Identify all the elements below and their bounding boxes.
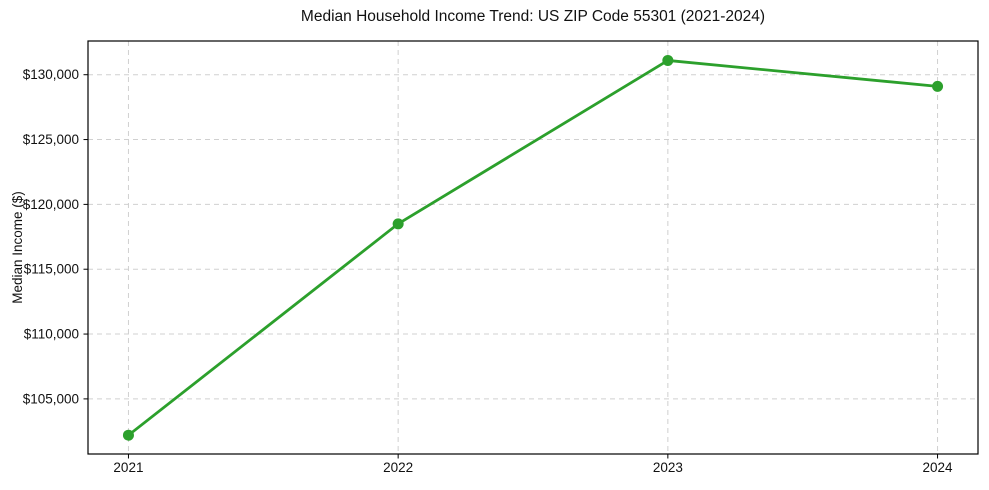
data-point-2024 bbox=[932, 80, 944, 92]
x-tick-label: 2022 bbox=[383, 460, 413, 475]
x-tick-label: 2021 bbox=[113, 460, 143, 475]
x-tick-label: 2024 bbox=[923, 460, 954, 475]
gridlines-layer bbox=[88, 41, 978, 454]
y-tick-label: $110,000 bbox=[24, 327, 79, 342]
y-axis-label: Median Income ($) bbox=[10, 191, 25, 304]
y-tick-label: $120,000 bbox=[23, 197, 79, 212]
plot-border bbox=[87, 40, 979, 455]
data-point-2022 bbox=[392, 218, 404, 230]
y-tick-label: $115,000 bbox=[24, 262, 79, 277]
y-tick-label: $125,000 bbox=[23, 132, 79, 147]
axes-layer: $105,000 $110,000 $115,000 $120,000 $125,000… bbox=[23, 40, 979, 475]
data-point-2023 bbox=[662, 54, 674, 66]
y-tick-label: $105,000 bbox=[23, 391, 79, 406]
data-point-2021 bbox=[122, 429, 134, 441]
income-trend-line bbox=[127, 59, 939, 437]
x-tick-label: 2023 bbox=[653, 460, 683, 475]
y-tick-label: $130,000 bbox=[23, 67, 79, 82]
chart-title: Median Household Income Trend: US ZIP Co… bbox=[301, 8, 765, 25]
series-layer bbox=[122, 54, 944, 441]
